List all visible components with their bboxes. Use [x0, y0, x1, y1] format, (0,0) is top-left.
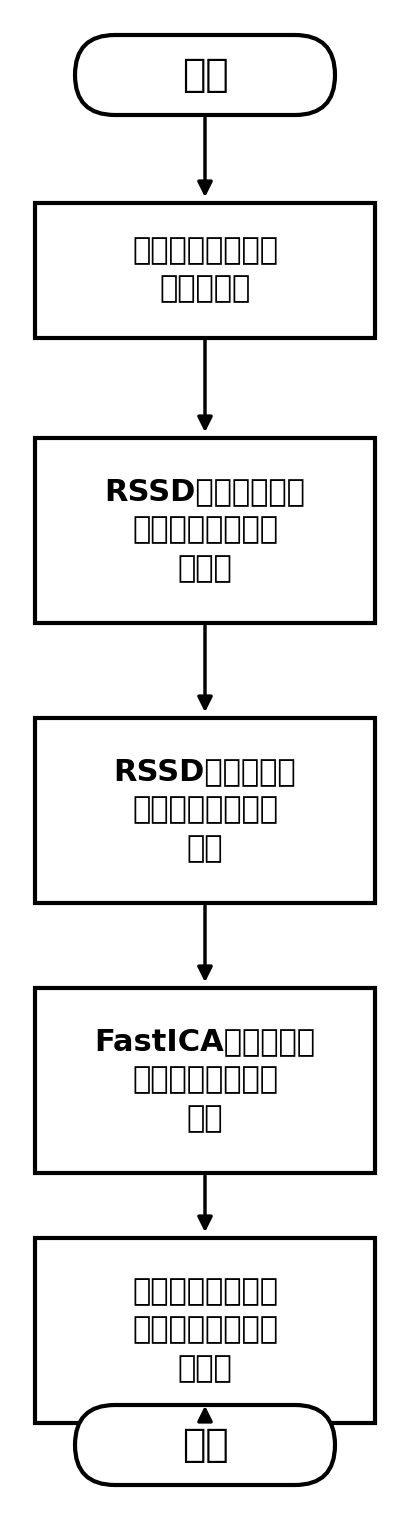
FancyBboxPatch shape [75, 1406, 335, 1484]
Text: FastICA处理观测信
号，得到故障特征
分量: FastICA处理观测信 号，得到故障特征 分量 [95, 1027, 316, 1133]
FancyBboxPatch shape [75, 35, 335, 115]
Bar [35, 437, 375, 622]
Text: 结束: 结束 [182, 1425, 229, 1465]
Text: 利用振动传感器采
集振动信号: 利用振动传感器采 集振动信号 [132, 236, 278, 304]
Text: RSSD分解观测信
号，构成虚拟通道
信号: RSSD分解观测信 号，构成虚拟通道 信号 [114, 758, 296, 862]
Text: 开始: 开始 [182, 56, 229, 94]
Text: 对故障特征分量进
行包络谱分析，识
别故障: 对故障特征分量进 行包络谱分析，识 别故障 [132, 1277, 278, 1383]
Bar [35, 1238, 375, 1422]
Bar [35, 717, 375, 902]
Text: RSSD分解，提取高
共振分量，作为观
测信号: RSSD分解，提取高 共振分量，作为观 测信号 [104, 477, 305, 583]
Bar [35, 988, 375, 1173]
Bar [35, 203, 375, 337]
